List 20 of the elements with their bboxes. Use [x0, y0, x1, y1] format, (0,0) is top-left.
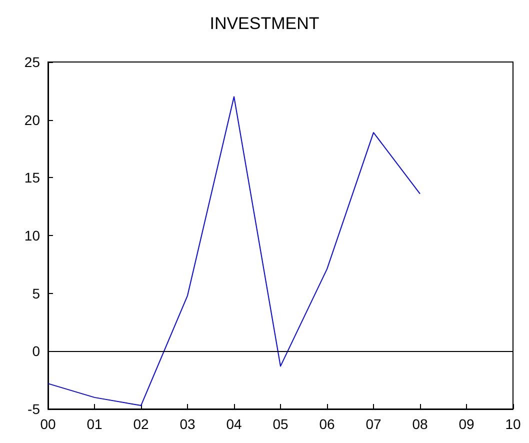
x-tick-label: 04 [226, 416, 242, 432]
x-tick-label: 01 [86, 416, 102, 432]
y-tick-label: 15 [24, 170, 40, 186]
y-tick-label: -5 [28, 401, 40, 417]
y-tick-label: 5 [32, 285, 40, 302]
x-tick-label: 02 [133, 416, 149, 432]
x-tick-label: 05 [272, 416, 288, 432]
x-tick-label: 10 [505, 416, 521, 432]
x-tick-label: 06 [319, 416, 335, 432]
x-tick-label: 00 [40, 416, 56, 432]
y-tick-label: 20 [24, 112, 40, 128]
line-series [48, 96, 420, 406]
y-tick-label: 25 [24, 54, 40, 70]
x-tick-label: 03 [180, 416, 196, 432]
y-tick-label: 0 [32, 343, 40, 360]
x-tick-label: 09 [458, 416, 474, 432]
chart-title: INVESTMENT [210, 14, 320, 33]
x-tick-label: 07 [366, 416, 382, 432]
x-tick-label: 08 [412, 416, 428, 432]
y-tick-label: 10 [24, 228, 40, 244]
